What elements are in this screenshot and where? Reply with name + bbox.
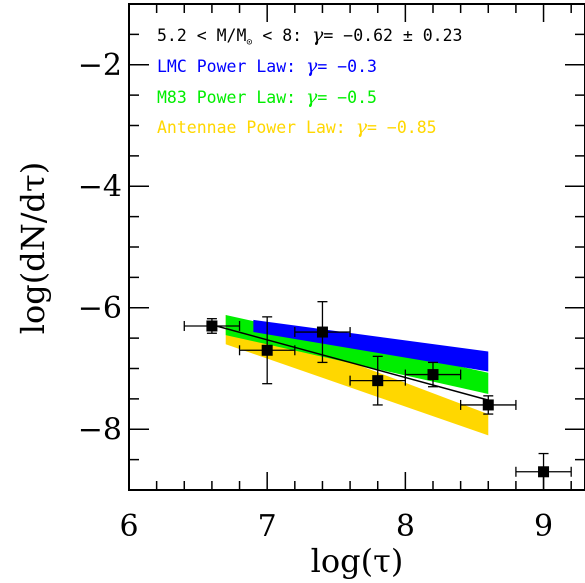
x-tick-label: 6 — [119, 509, 138, 544]
y-axis-title: log(dN/dτ) — [14, 162, 52, 334]
y-tick-label: −8 — [78, 412, 122, 447]
fit-line — [211, 324, 489, 401]
y-tick-label: −4 — [78, 169, 122, 204]
data-point — [482, 399, 494, 411]
data-point — [372, 375, 384, 387]
data-point — [316, 326, 328, 338]
legend-entry: Antennae Power Law: γ= −0.85 — [157, 116, 437, 138]
legend-entry: M83 Power Law: γ= −0.5 — [157, 86, 377, 108]
data-points — [183, 301, 572, 491]
fit-line-group — [211, 324, 489, 401]
tick-labels: 6 7 8 9 −2 −4 −6 −8 — [78, 48, 553, 544]
x-tick-label: 9 — [534, 509, 553, 544]
data-point — [261, 344, 273, 356]
axis-ticks — [128, 4, 585, 491]
y-tick-label: −6 — [78, 291, 122, 326]
legend-entry: 5.2 < M/M⊙ < 8: γ= −0.62 ± 0.23 — [157, 24, 462, 48]
data-point — [206, 320, 218, 332]
x-tick-label: 7 — [258, 509, 277, 544]
y-tick-label: −2 — [78, 48, 122, 83]
data-point — [538, 466, 550, 478]
plot-frame — [128, 3, 585, 491]
x-axis-title: log(τ) — [311, 542, 404, 580]
data-point — [427, 369, 439, 381]
band-lmc — [253, 319, 489, 372]
x-tick-label: 8 — [396, 509, 415, 544]
legend: 5.2 < M/M⊙ < 8: γ= −0.62 ± 0.23 LMC Power… — [157, 24, 462, 138]
legend-entry: LMC Power Law: γ= −0.3 — [157, 55, 377, 77]
